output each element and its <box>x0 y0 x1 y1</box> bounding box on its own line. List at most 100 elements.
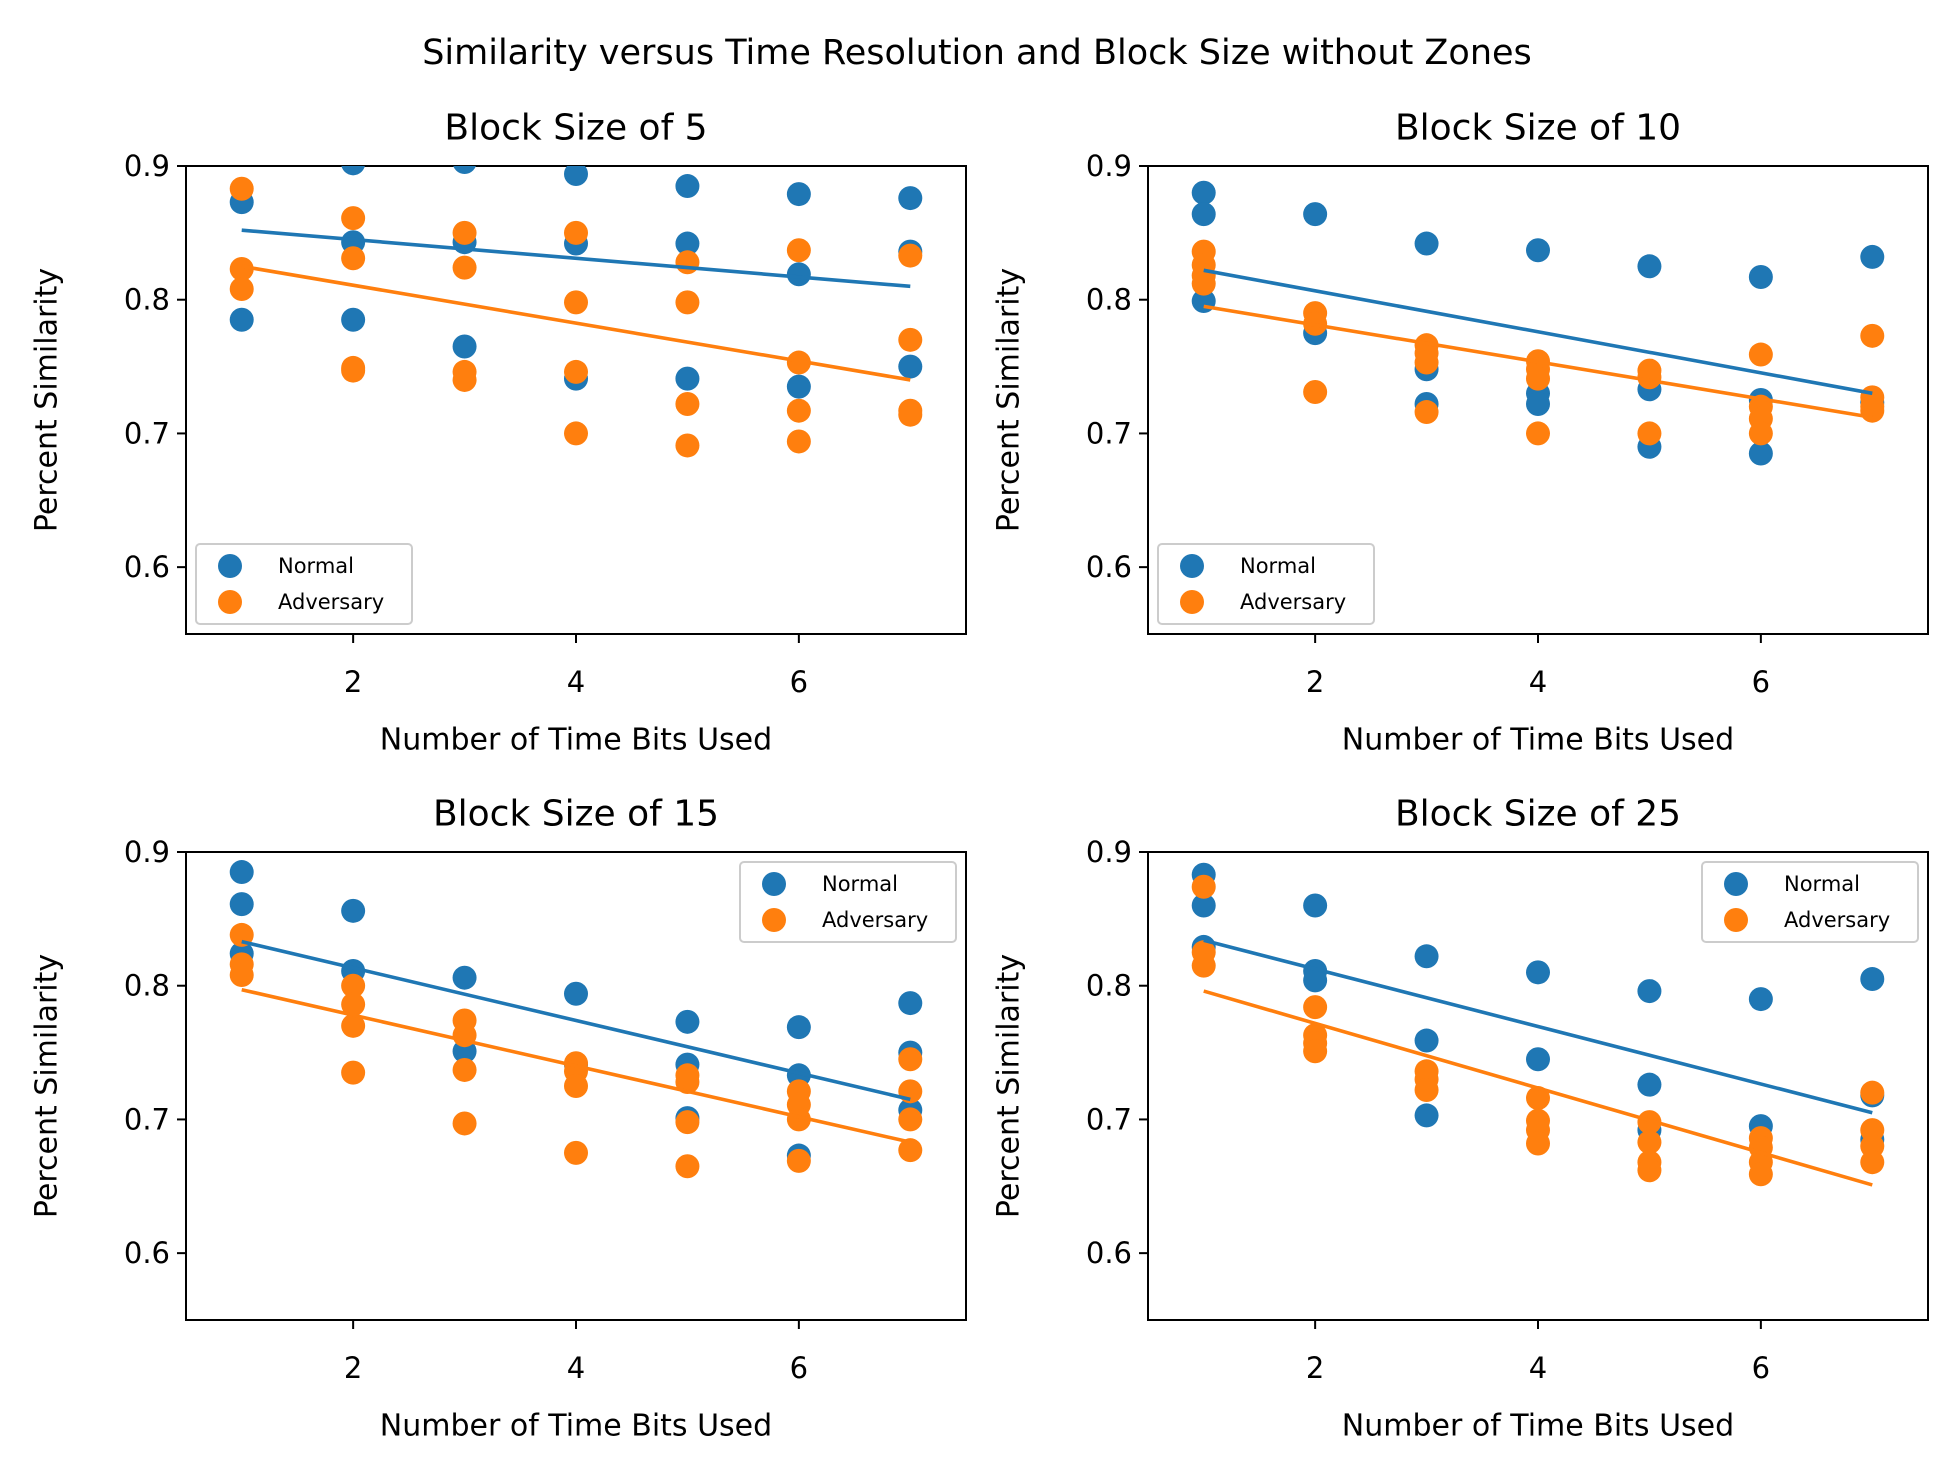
point-normal <box>1860 244 1885 269</box>
point-normal <box>1860 967 1885 992</box>
point-adversary <box>898 1079 923 1104</box>
point-adversary <box>452 367 477 392</box>
y-axis-label: Percent Similarity <box>30 268 65 532</box>
point-normal <box>1637 254 1662 279</box>
y-tick-label: 0.6 <box>124 550 170 584</box>
point-adversary <box>1637 421 1662 446</box>
point-normal <box>229 307 254 332</box>
point-normal <box>1414 1103 1439 1128</box>
x-axis-label: Number of Time Bits Used <box>1342 1409 1734 1444</box>
y-tick-label: 0.6 <box>124 1236 170 1270</box>
point-normal <box>675 1009 700 1034</box>
plot-content <box>229 166 923 458</box>
point-adversary <box>452 1057 477 1082</box>
y-axis-label: Percent Similarity <box>992 268 1027 532</box>
legend-label-adversary: Adversary <box>822 908 928 932</box>
point-normal <box>453 166 476 174</box>
y-tick-label: 0.6 <box>1086 550 1132 584</box>
y-tick-label: 0.9 <box>124 835 170 869</box>
x-tick-label: 4 <box>567 1351 585 1385</box>
legend-marker-normal <box>218 554 242 578</box>
point-adversary <box>1637 1130 1662 1155</box>
x-tick-label: 4 <box>1529 1351 1547 1385</box>
point-normal <box>1303 968 1328 993</box>
x-tick-label: 2 <box>344 665 362 699</box>
point-adversary <box>1860 1150 1885 1175</box>
point-adversary <box>898 402 923 427</box>
x-axis-label: Number of Time Bits Used <box>380 1409 772 1444</box>
point-adversary <box>1191 953 1216 978</box>
y-tick-label: 0.8 <box>1086 283 1132 317</box>
point-adversary <box>1526 421 1550 446</box>
trendline-adversary <box>1203 304 1873 420</box>
plot-content <box>1191 180 1885 466</box>
point-adversary <box>452 255 477 280</box>
point-normal <box>1303 893 1328 918</box>
legend-marker-adversary <box>1180 590 1204 614</box>
point-normal <box>1637 1072 1662 1097</box>
point-normal <box>1414 231 1439 256</box>
point-adversary <box>1191 874 1216 899</box>
legend-label-normal: Normal <box>1240 554 1316 578</box>
point-adversary <box>229 277 254 302</box>
point-normal <box>452 965 477 990</box>
trendline-normal <box>1203 268 1873 396</box>
point-normal <box>341 307 366 332</box>
point-adversary <box>675 1154 700 1179</box>
point-adversary <box>786 1107 811 1132</box>
point-normal <box>1191 180 1216 205</box>
point-adversary <box>1303 995 1328 1020</box>
y-tick-label: 0.8 <box>1086 969 1132 1003</box>
trendline-adversary <box>241 987 911 1144</box>
legend-frame <box>739 861 957 943</box>
x-tick-label: 2 <box>344 1351 362 1385</box>
x-tick-label: 6 <box>790 1351 808 1385</box>
point-adversary <box>1860 1080 1885 1105</box>
point-adversary <box>1414 350 1439 375</box>
y-tick-label: 0.9 <box>1086 149 1132 183</box>
point-adversary <box>1526 1086 1550 1111</box>
point-adversary <box>229 256 254 281</box>
point-adversary <box>452 1111 477 1136</box>
point-adversary <box>898 1107 923 1132</box>
point-normal <box>1637 979 1662 1004</box>
point-normal <box>675 366 700 391</box>
point-adversary <box>675 1110 700 1135</box>
point-normal <box>341 166 365 176</box>
trendline-normal <box>241 228 911 289</box>
point-adversary <box>229 922 254 947</box>
point-normal <box>1748 264 1773 289</box>
legend: Normal Adversary <box>195 543 413 625</box>
subplot-title: Block Size of 25 <box>1395 794 1681 835</box>
y-axis-label: Percent Similarity <box>30 954 65 1218</box>
point-adversary <box>341 992 366 1017</box>
legend: Normal Adversary <box>1157 543 1375 625</box>
point-adversary <box>1414 400 1439 425</box>
y-axis-label: Percent Similarity <box>992 954 1027 1218</box>
legend-frame <box>1157 543 1375 625</box>
legend-label-adversary: Adversary <box>1240 590 1346 614</box>
x-tick-label: 4 <box>1529 665 1547 699</box>
point-normal <box>229 892 254 917</box>
legend-frame <box>1701 861 1919 943</box>
subplot-4: Block Size of 25 2 4 6 0.6 0.7 0.8 0.9 Number of… <box>992 794 1929 1444</box>
point-adversary <box>564 290 588 315</box>
point-adversary <box>1748 342 1773 367</box>
subplot-2: Block Size of 10 2 4 6 0.6 0.7 0.8 0.9 Number of… <box>992 108 1929 758</box>
point-normal <box>1748 441 1773 466</box>
point-adversary <box>1860 398 1885 423</box>
y-tick-label: 0.8 <box>124 969 170 1003</box>
x-tick-label: 2 <box>1306 665 1324 699</box>
x-tick-label: 6 <box>1752 665 1770 699</box>
point-adversary <box>1748 1162 1773 1187</box>
point-adversary <box>564 1074 588 1098</box>
legend-marker-normal <box>1724 872 1748 896</box>
x-tick-label: 4 <box>567 665 585 699</box>
point-adversary <box>898 1138 923 1163</box>
point-normal <box>786 182 811 207</box>
legend-marker-adversary <box>1724 908 1748 932</box>
point-normal <box>786 262 811 287</box>
point-adversary <box>786 429 811 454</box>
point-adversary <box>1637 1158 1662 1183</box>
subplot-title: Block Size of 5 <box>444 108 707 149</box>
